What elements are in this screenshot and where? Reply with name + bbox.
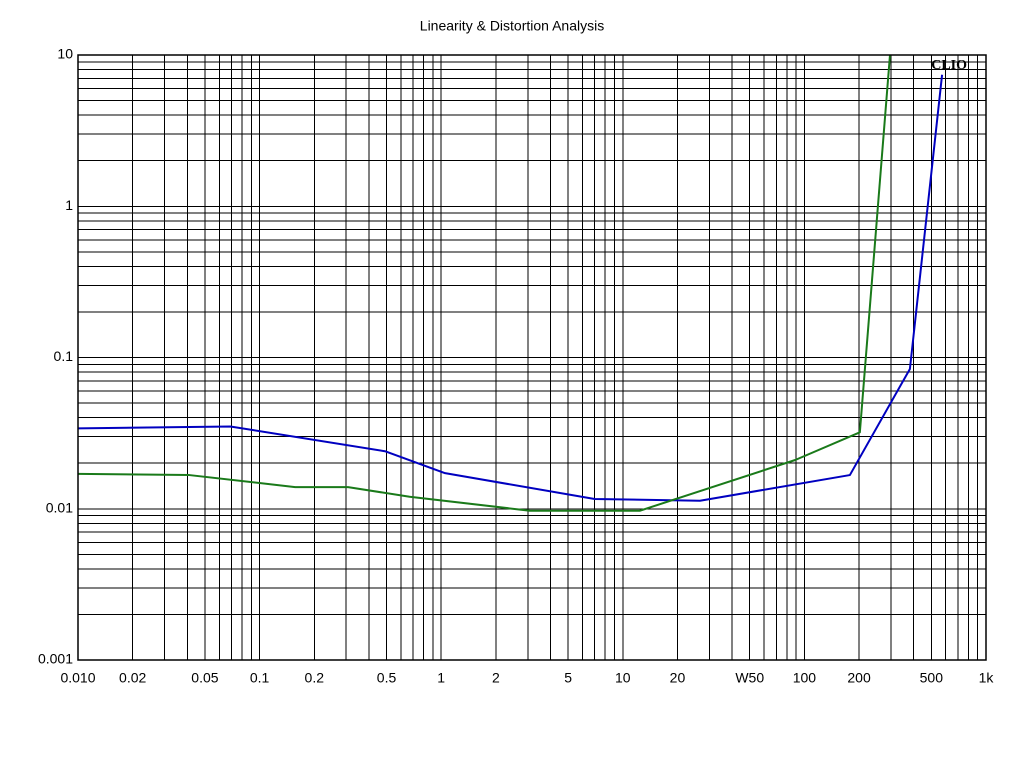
x-tick-label: 10 [615, 670, 631, 686]
x-tick-label: 0.2 [305, 670, 325, 686]
x-tick-label: 1k [979, 670, 995, 686]
y-tick-label: 0.1 [54, 348, 74, 364]
grid [77, 54, 987, 661]
brand-label: CLIO [931, 58, 967, 73]
x-tick-label: 1 [437, 670, 445, 686]
y-tick-label: 0.01 [46, 499, 73, 515]
y-tick-label: 0.001 [38, 651, 73, 667]
series-line [78, 55, 891, 512]
x-tick-label: W50 [735, 670, 764, 686]
x-tick-label: 0.02 [119, 670, 146, 686]
series-line [78, 74, 944, 502]
chart-title: Linearity & Distortion Analysis [420, 18, 604, 34]
y-tick-label: 1 [65, 197, 73, 213]
y-tick-label: 10 [57, 46, 73, 62]
x-tick-label: 200 [847, 670, 871, 686]
x-tick-label: 0.5 [377, 670, 397, 686]
plot-frame [77, 54, 987, 661]
x-tick-label: 0.05 [191, 670, 218, 686]
x-tick-label: 20 [670, 670, 686, 686]
x-tick-label: 0.010 [60, 670, 95, 686]
x-tick-label: 500 [920, 670, 944, 686]
x-tick-label: 2 [492, 670, 500, 686]
x-tick-label: 100 [793, 670, 817, 686]
plot-lines [78, 55, 944, 512]
x-tick-label: 0.1 [250, 670, 270, 686]
x-tick-label: 5 [564, 670, 572, 686]
